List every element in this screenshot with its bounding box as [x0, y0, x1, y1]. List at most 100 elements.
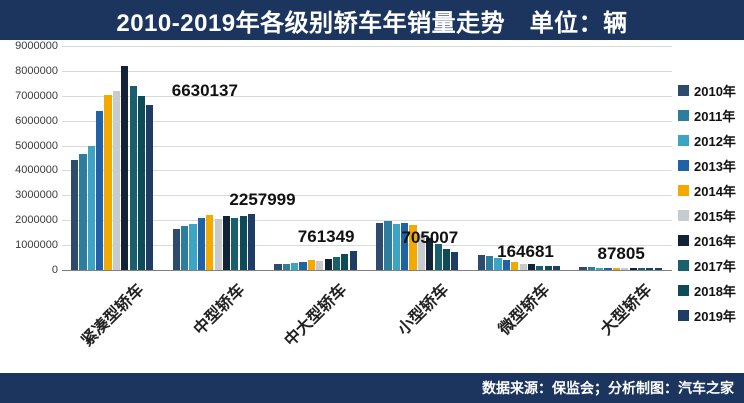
bar-2014年-微型轿车	[511, 262, 519, 270]
legend-swatch	[678, 84, 689, 96]
legend-label: 2011年	[694, 108, 736, 124]
bar-2010年-中大型轿车	[274, 264, 282, 270]
y-tick-label: 7000000	[15, 89, 58, 102]
data-label-2019: 164681	[497, 241, 554, 261]
data-label-2019: 705007	[401, 228, 459, 248]
bar-2018年-中型轿车	[239, 216, 247, 270]
legend-item-2014年: 2014年	[678, 184, 736, 199]
y-tick-label: 1000000	[15, 239, 58, 252]
bar-2016年-中大型轿车	[324, 259, 332, 270]
bar-2016年-大型轿车	[629, 268, 637, 270]
bar-2017年-小型轿车	[434, 243, 442, 270]
bar-2012年-中型轿车	[189, 223, 197, 270]
legend-item-2015年: 2015年	[678, 209, 736, 224]
chart-title-bar: 2010-2019年各级别轿车年销量走势 单位：辆	[0, 0, 744, 40]
bar-2017年-微型轿车	[536, 265, 544, 270]
gridline	[62, 170, 672, 172]
bar-2016年-小型轿车	[426, 237, 434, 270]
legend: 2010年 2011年 2012年 2013年 2014年 2015年 2016年 2017年…	[678, 84, 736, 334]
legend-item-2019年: 2019年	[678, 309, 736, 324]
source-bar: 数据来源：保监会；分析制图：汽车之家	[0, 373, 744, 403]
y-tick-label: 5000000	[15, 139, 58, 152]
bar-2014年-中大型轿车	[307, 260, 315, 270]
legend-label: 2013年	[694, 158, 736, 174]
bar-2010年-小型轿车	[376, 222, 384, 270]
bar-2018年-微型轿车	[544, 266, 552, 270]
bar-2015年-小型轿车	[417, 233, 425, 270]
legend-item-2016年: 2016年	[678, 234, 736, 249]
bar-2016年-中型轿车	[222, 216, 230, 270]
legend-item-2017年: 2017年	[678, 259, 736, 274]
bar-2012年-微型轿车	[494, 258, 502, 270]
legend-label: 2017年	[694, 258, 736, 274]
y-tick-label: 9000000	[15, 40, 58, 52]
bar-2010年-大型轿车	[579, 267, 587, 270]
legend-swatch	[678, 159, 689, 171]
gridline	[62, 145, 672, 147]
data-label-2019: 2257999	[229, 189, 296, 209]
legend-item-2010年: 2010年	[678, 84, 736, 99]
bar-2018年-中大型轿车	[341, 254, 349, 270]
bar-2019年-微型轿车	[552, 265, 560, 270]
bar-2016年-紧凑型轿车	[121, 65, 129, 270]
bar-2010年-微型轿车	[477, 254, 485, 270]
data-label-2019: 6630137	[171, 80, 238, 100]
bar-2013年-中大型轿车	[299, 261, 307, 270]
x-axis-label: 中大型轿车	[281, 281, 351, 350]
gridline	[62, 220, 672, 222]
bar-2015年-中大型轿车	[316, 260, 324, 270]
bar-2013年-紧凑型轿车	[96, 110, 104, 270]
y-tick-label: 6000000	[15, 114, 58, 127]
legend-swatch	[678, 284, 689, 296]
data-label-2019: 761349	[297, 227, 355, 247]
bar-2010年-中型轿车	[172, 228, 180, 270]
bar-2012年-小型轿车	[392, 223, 400, 270]
gridline	[62, 120, 672, 122]
gridline	[62, 270, 672, 271]
bar-2017年-中大型轿车	[332, 257, 340, 270]
bar-2013年-大型轿车	[604, 267, 612, 270]
x-axis-label: 中型轿车	[191, 281, 249, 339]
chart-area: 2010年 2011年 2012年 2013年 2014年 2015年 2016年 2017年…	[0, 40, 744, 373]
bar-2013年-中型轿车	[197, 217, 205, 270]
bar-2011年-中型轿车	[181, 226, 189, 270]
bar-2014年-中型轿车	[206, 215, 214, 270]
x-axis-label: 小型轿车	[394, 281, 453, 339]
legend-swatch	[678, 209, 689, 221]
bar-2011年-大型轿车	[587, 267, 595, 270]
legend-item-2013年: 2013年	[678, 159, 736, 174]
y-tick-label: 0	[51, 264, 58, 276]
bar-2011年-紧凑型轿车	[79, 154, 87, 270]
legend-label: 2010年	[694, 83, 736, 99]
gridline	[62, 46, 672, 47]
bar-2019年-小型轿车	[451, 252, 459, 270]
bar-2015年-微型轿车	[519, 264, 527, 270]
legend-swatch	[678, 134, 689, 146]
legend-label: 2016年	[694, 233, 736, 249]
legend-swatch	[678, 109, 689, 121]
legend-label: 2015年	[694, 208, 736, 224]
bar-2018年-小型轿车	[442, 248, 450, 270]
bar-2015年-紧凑型轿车	[112, 90, 120, 270]
bar-2012年-中大型轿车	[291, 263, 299, 270]
legend-label: 2018年	[694, 283, 736, 299]
y-tick-label: 8000000	[15, 64, 58, 77]
x-axis-label: 紧凑型轿车	[78, 281, 148, 350]
gridline	[62, 70, 672, 72]
bar-2012年-紧凑型轿车	[87, 145, 95, 270]
bar-2016年-微型轿车	[527, 264, 535, 270]
legend-label: 2014年	[694, 183, 736, 199]
legend-label: 2012年	[694, 133, 736, 149]
y-tick-label: 2000000	[15, 214, 58, 227]
bar-2017年-紧凑型轿车	[129, 85, 137, 270]
x-axis-label: 大型轿车	[598, 281, 656, 339]
gridline	[62, 195, 672, 197]
legend-swatch	[678, 309, 689, 321]
bar-2017年-中型轿车	[231, 217, 239, 270]
bar-2013年-微型轿车	[502, 260, 510, 270]
source-text: 数据来源：保监会；分析制图：汽车之家	[482, 380, 734, 396]
chart-title: 2010-2019年各级别轿车年销量走势 单位：辆	[116, 9, 628, 37]
bar-2011年-中大型轿车	[282, 263, 290, 270]
legend-swatch	[678, 184, 689, 196]
legend-item-2011年: 2011年	[678, 109, 736, 124]
